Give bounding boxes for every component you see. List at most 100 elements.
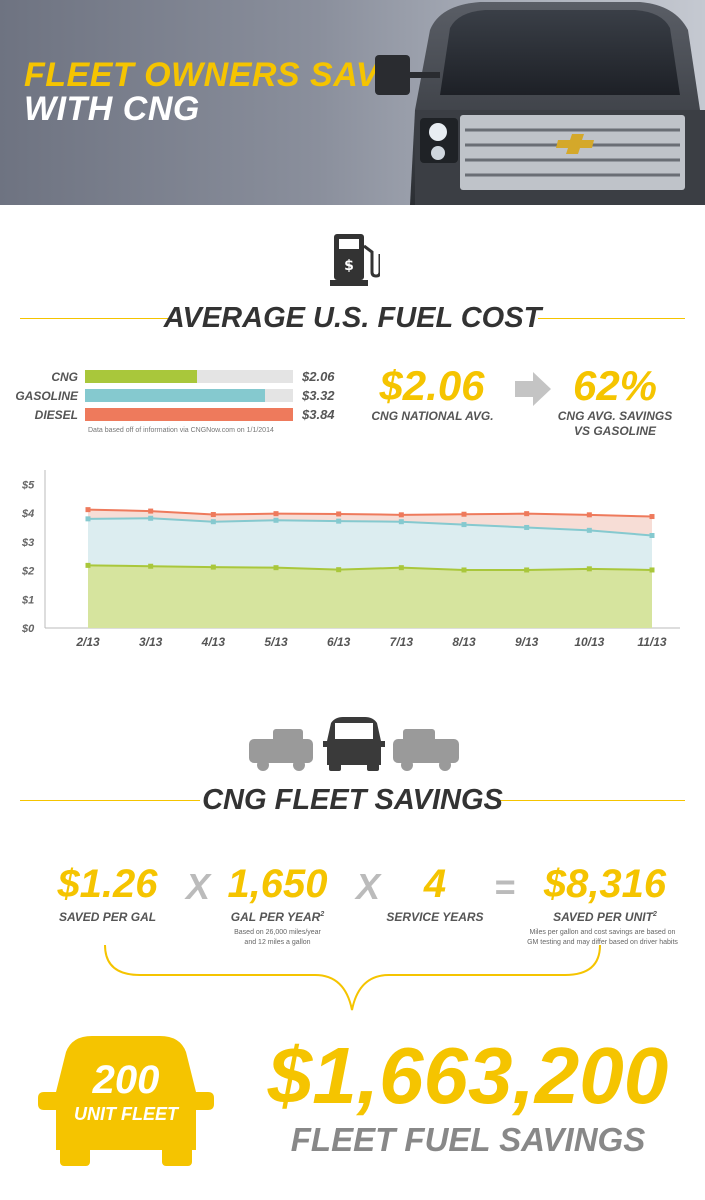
gal-note-1: Based on 26,000 miles/year	[234, 929, 321, 936]
gal-per-year-label: GAL PER YEAR2	[230, 910, 325, 924]
savings-label-2: VS GASOLINE	[573, 424, 656, 438]
y-tick-label: $3	[21, 537, 34, 549]
y-tick-label: $0	[21, 623, 35, 635]
bar-label-diesel: DIESEL	[34, 408, 78, 422]
point-gasoline	[649, 532, 655, 538]
svg-text:$: $	[344, 258, 354, 274]
saved-per-gal-value: $1.26	[57, 862, 158, 906]
bar-track-cng	[85, 370, 293, 383]
point-cng	[649, 567, 655, 573]
point-diesel	[148, 508, 154, 514]
x-tick-label: 3/13	[139, 635, 163, 649]
gal-per-year-value: 1,650	[227, 862, 328, 906]
fuel-price-area-chart: $5 $4 $3 $2 $1 $0 2/13 3/13 4/13 5/13 6/13 7/13 8/13…	[21, 470, 680, 649]
line-gasoline	[87, 517, 653, 537]
curly-brace	[104, 944, 601, 1011]
point-gasoline	[148, 515, 154, 521]
point-cng	[210, 564, 216, 570]
point-cng	[524, 567, 530, 573]
x-tick-label: 7/13	[390, 635, 414, 649]
gal-note-2: and 12 miles a gallon	[244, 939, 311, 946]
saved-per-unit-label: SAVED PER UNIT2	[553, 910, 657, 924]
x-tick-label: 9/13	[515, 635, 539, 649]
point-gasoline	[586, 527, 592, 533]
x-tick-label: 11/13	[637, 635, 666, 649]
area-cng	[88, 565, 652, 628]
line-diesel	[87, 508, 653, 518]
point-gasoline	[273, 517, 279, 523]
point-gasoline	[85, 516, 91, 522]
equals-sign: =	[494, 866, 516, 907]
savings-percent: 62%	[572, 362, 658, 409]
point-gasoline	[461, 522, 467, 528]
point-diesel	[586, 512, 592, 518]
cng-avg-label: CNG NATIONAL AVG.	[371, 409, 494, 423]
point-cng	[336, 567, 342, 573]
fleet-savings-title: CNG FLEET SAVINGS	[202, 784, 503, 816]
x-tick-label: 8/13	[452, 635, 476, 649]
bar-label-gasoline: GASOLINE	[15, 389, 78, 403]
vehicles-icon	[249, 717, 459, 771]
total-savings-value: $1,663,200	[267, 1031, 669, 1120]
point-diesel	[85, 507, 91, 513]
fleet-size-value: 200	[92, 1058, 160, 1102]
hero-title-line1: FLEET OWNERS SAVE	[24, 56, 403, 94]
service-years-value: 4	[423, 862, 447, 906]
point-cng	[461, 567, 467, 573]
point-cng	[148, 563, 154, 569]
bar-value-diesel: $3.84	[302, 407, 335, 422]
multiply-sign-2: X	[356, 866, 381, 907]
point-diesel	[461, 511, 467, 517]
hero-title-line2: WITH CNG	[24, 90, 200, 128]
data-source-note: Data based off of information via CNGNow…	[88, 427, 274, 434]
hero-title: FLEET OWNERS SAVE WITH CNG	[24, 58, 402, 126]
point-gasoline	[398, 519, 404, 525]
point-cng	[398, 565, 404, 571]
divider-left	[20, 318, 168, 319]
point-gasoline	[524, 524, 530, 530]
divider-left-2	[20, 800, 200, 801]
multiply-sign-1: X	[186, 866, 211, 907]
unit-note-2: GM testing and may differ based on drive…	[527, 939, 678, 946]
bar-fill-cng	[85, 370, 197, 383]
point-cng	[273, 565, 279, 571]
bar-fill-diesel	[85, 408, 293, 421]
bar-value-gasoline: $3.32	[302, 388, 335, 403]
x-tick-label: 10/13	[574, 635, 604, 649]
x-tick-label: 4/13	[201, 635, 226, 649]
point-diesel	[398, 512, 404, 518]
point-gasoline	[210, 519, 216, 525]
unit-note-1: Miles per gallon and cost savings are ba…	[529, 929, 676, 936]
bar-label-cng: CNG	[51, 370, 78, 384]
gas-pump-icon: $	[330, 234, 380, 286]
point-diesel	[273, 511, 279, 517]
bar-fill-gasoline	[85, 389, 265, 402]
saved-per-gal-label: SAVED PER GAL	[58, 910, 157, 924]
y-tick-label: $2	[21, 566, 34, 578]
bar-track-diesel	[85, 408, 293, 421]
x-tick-label: 2/13	[75, 635, 100, 649]
point-diesel	[210, 512, 216, 518]
arrow-right-icon	[515, 372, 551, 406]
point-diesel	[649, 514, 655, 520]
hero-banner: FLEET OWNERS SAVE WITH CNG	[0, 0, 705, 205]
bar-value-cng: $2.06	[302, 369, 335, 384]
y-tick-label: $1	[21, 594, 34, 606]
point-cng	[85, 562, 91, 568]
point-diesel	[336, 511, 342, 517]
fleet-size-label: UNIT FLEET	[74, 1104, 178, 1124]
line-cng	[87, 564, 653, 571]
x-tick-label: 6/13	[327, 635, 351, 649]
total-savings-label: FLEET FUEL SAVINGS	[290, 1121, 646, 1158]
y-tick-label: $4	[21, 508, 34, 520]
divider-right-2	[498, 800, 685, 801]
cng-avg-value: $2.06	[379, 362, 485, 409]
x-tick-label: 5/13	[264, 635, 288, 649]
fleet-truck-icon	[38, 1036, 214, 1166]
service-years-label: SERVICE YEARS	[386, 910, 484, 924]
saved-per-unit-value: $8,316	[543, 862, 667, 906]
divider-right	[538, 318, 685, 319]
y-tick-label: $5	[21, 479, 35, 491]
fuel-cost-title: AVERAGE U.S. FUEL COST	[163, 302, 542, 334]
point-gasoline	[336, 518, 342, 524]
